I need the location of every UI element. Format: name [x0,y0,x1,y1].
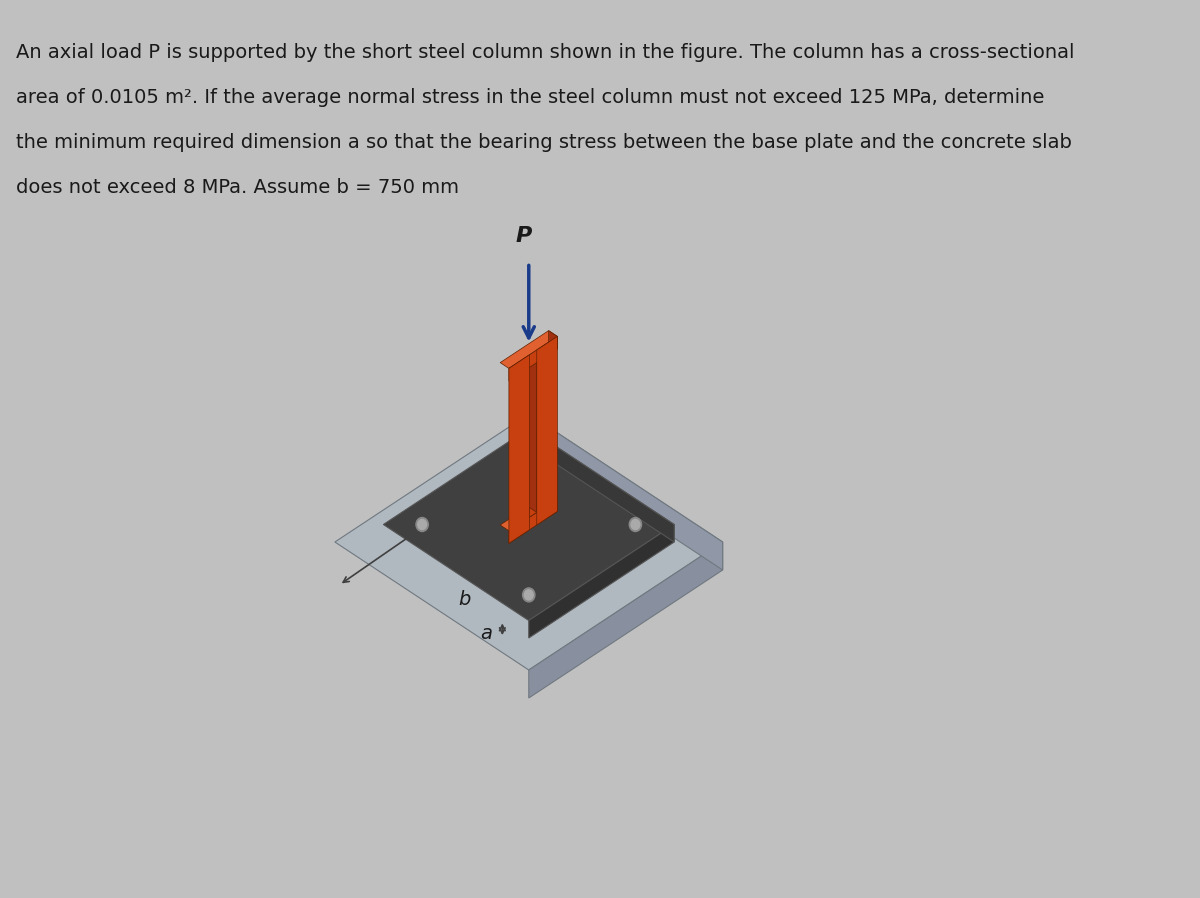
Circle shape [418,520,426,530]
Polygon shape [500,330,557,368]
Text: area of 0.0105 m². If the average normal stress in the steel column must not exc: area of 0.0105 m². If the average normal… [16,88,1044,107]
Polygon shape [548,330,557,349]
Circle shape [631,520,640,530]
Text: the minimum required dimension a so that the bearing stress between the base pla: the minimum required dimension a so that… [16,133,1072,152]
Polygon shape [529,428,674,542]
Polygon shape [509,498,557,543]
Polygon shape [548,493,557,511]
Polygon shape [509,337,557,381]
Polygon shape [528,357,536,513]
Polygon shape [529,524,674,638]
Polygon shape [529,363,536,517]
Circle shape [523,447,535,461]
Circle shape [524,590,533,600]
Polygon shape [500,493,557,531]
Polygon shape [509,355,529,543]
Text: P: P [516,226,532,246]
Polygon shape [521,357,536,367]
Circle shape [523,588,535,602]
Text: a: a [480,624,492,643]
Circle shape [524,449,533,459]
Polygon shape [529,542,722,698]
Circle shape [416,517,428,532]
Polygon shape [536,337,557,525]
Polygon shape [335,414,722,670]
Text: An axial load P is supported by the short steel column shown in the figure. The : An axial load P is supported by the shor… [16,43,1074,62]
Circle shape [629,517,642,532]
Text: b: b [458,590,470,609]
Text: does not exceed 8 MPa. Assume b = 750 mm: does not exceed 8 MPa. Assume b = 750 mm [16,178,458,197]
Polygon shape [383,428,674,621]
Polygon shape [529,414,722,570]
